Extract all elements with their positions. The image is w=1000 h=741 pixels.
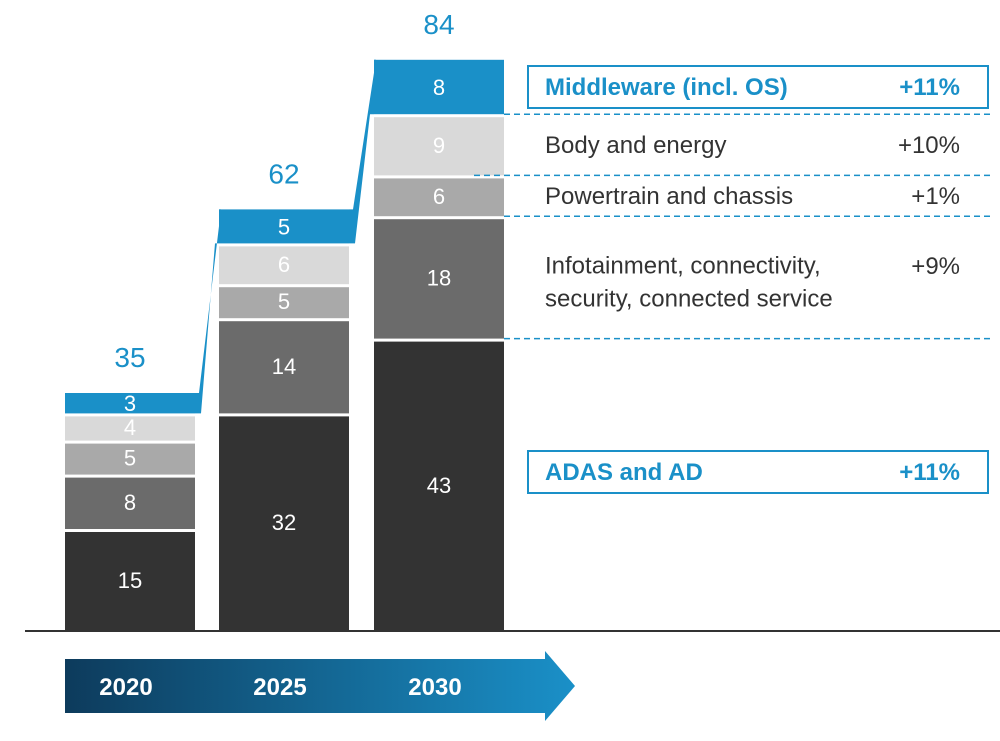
bar-value-label: 15 xyxy=(118,568,142,593)
bar-segment xyxy=(374,178,504,217)
bar-value-label: 9 xyxy=(433,133,445,158)
bar-segment xyxy=(374,117,504,176)
bar-segment xyxy=(65,443,195,475)
legend-label: ADAS and AD xyxy=(545,459,703,486)
bar-segment xyxy=(374,341,504,631)
bar-value-label: 5 xyxy=(278,289,290,314)
timeline-year-label: 2030 xyxy=(408,674,461,701)
bar-segment xyxy=(219,246,349,285)
legend-label: Powertrain and chassis xyxy=(545,183,793,210)
bar-total-label: 84 xyxy=(423,9,454,40)
bar-value-label: 4 xyxy=(124,415,136,440)
middleware-connector xyxy=(349,59,376,244)
bar-segment xyxy=(65,393,195,414)
legend-highlight-box xyxy=(527,450,989,494)
timeline-arrow: 2020 2025 2030 xyxy=(65,651,575,721)
bar-stacks: 15 8 5 43 32 14 5 6 5 43 18 6 9 8 xyxy=(65,59,504,631)
bar-segment xyxy=(65,477,195,529)
bar-segment xyxy=(219,209,349,244)
legend-growth: +9% xyxy=(911,253,960,280)
timeline-year-label: 2020 xyxy=(99,674,152,701)
bar-segment xyxy=(65,416,195,441)
bar-segment xyxy=(219,416,349,631)
bar-segment xyxy=(374,219,504,339)
legend-growth: +11% xyxy=(899,74,960,101)
bar-total-label: 62 xyxy=(268,158,299,189)
bar-value-label: 5 xyxy=(124,446,136,471)
total-labels: 35 62 84 xyxy=(114,9,454,373)
timeline-arrow-shape xyxy=(65,651,575,721)
legend-label: Middleware (incl. OS) xyxy=(545,74,788,101)
legend-label: Infotainment, connectivity, xyxy=(545,253,821,280)
bar-value-label: 18 xyxy=(427,265,451,290)
middleware-connector xyxy=(195,209,221,414)
legend-growth: +10% xyxy=(898,132,960,159)
middleware-connector-lines xyxy=(195,59,376,414)
bar-value-label: 32 xyxy=(272,510,296,535)
bar-value-label: 8 xyxy=(433,75,445,100)
legend-growth: +1% xyxy=(911,183,960,210)
bar-value-label: 14 xyxy=(272,354,296,379)
legend-growth: +11% xyxy=(899,459,960,486)
legend-highlight-box xyxy=(527,65,989,109)
bar-segment xyxy=(65,532,195,631)
bar-value-label: 6 xyxy=(278,252,290,277)
timeline-year-label: 2025 xyxy=(253,674,306,701)
bar-value-label: 8 xyxy=(124,490,136,515)
bar-value-label: 6 xyxy=(433,184,445,209)
bar-value-label: 3 xyxy=(124,391,136,416)
bar-value-label: 5 xyxy=(278,214,290,239)
bar-total-label: 35 xyxy=(114,342,145,373)
bar-value-label: 43 xyxy=(427,473,451,498)
legend: ADAS and AD +11% Infotainment, connectivit… xyxy=(474,65,990,494)
bar-segment xyxy=(374,59,504,115)
legend-label: security, connected service xyxy=(545,286,833,313)
bar-segment xyxy=(219,287,349,319)
legend-label: Body and energy xyxy=(545,132,726,159)
bar-segment xyxy=(219,321,349,414)
